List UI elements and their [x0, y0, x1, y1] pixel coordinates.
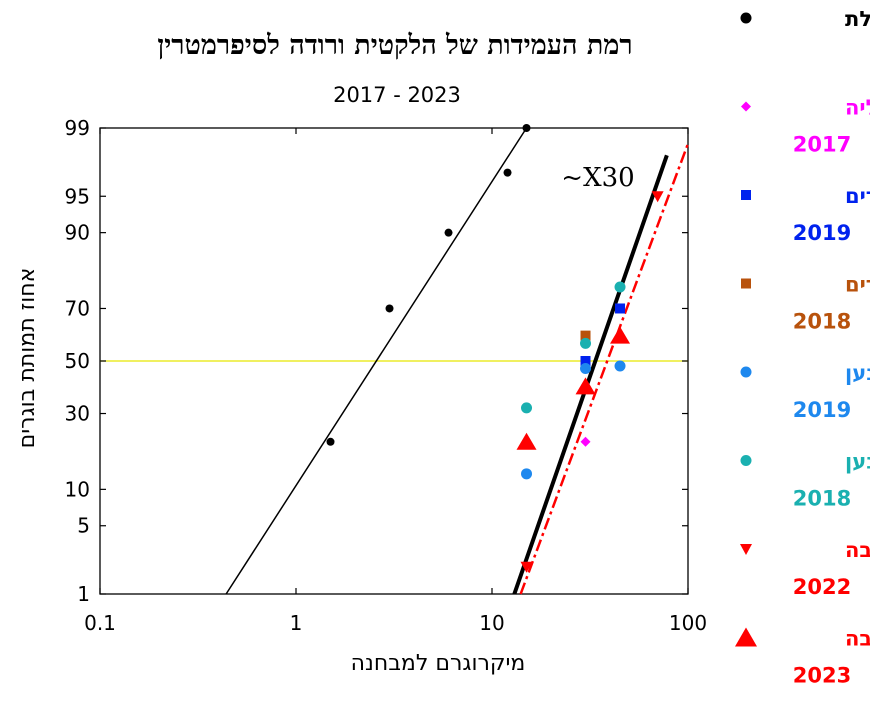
data-point-series-0 [503, 168, 512, 177]
legend-marker-5 [740, 455, 752, 466]
data-point-series-0 [522, 124, 531, 132]
legend-year-6: 2022 [793, 575, 851, 599]
data-point-series-7 [575, 377, 596, 395]
x-tick-label: 1 [290, 611, 303, 635]
legend-label-6: נגבה [845, 538, 870, 562]
legend-label-0: גילת [845, 7, 870, 31]
legend-marker-3 [741, 278, 751, 289]
fit-line-series-0 [225, 127, 528, 595]
y-tick-label: 95 [65, 184, 90, 208]
data-point-series-5 [580, 337, 592, 349]
legend-label-5: נען [845, 450, 870, 474]
data-point-series-0 [385, 304, 394, 313]
y-tick-label: 70 [65, 296, 90, 320]
legend-marker-2 [741, 190, 751, 200]
x-tick-label: 10 [479, 611, 504, 635]
legend-year-1: 2017 [793, 133, 851, 157]
legend-label-7: נגבה [845, 627, 870, 651]
data-point-series-4 [614, 360, 626, 372]
data-point-series-6 [520, 561, 533, 573]
legend-year-4: 2019 [793, 398, 851, 422]
data-point-series-2 [580, 356, 591, 366]
data-point-series-4 [521, 468, 533, 480]
data-point-series-3 [580, 330, 591, 341]
data-point-series-6 [651, 191, 664, 203]
legend-label-4: נען [845, 361, 870, 385]
data-point-series-5 [521, 402, 533, 414]
x-tick-label: 0.1 [84, 611, 116, 635]
legend-marker-4 [740, 366, 752, 378]
legend-marker-0 [740, 12, 752, 24]
legend-label-3: רבדים [845, 273, 870, 297]
y-tick-label: 90 [65, 221, 90, 245]
legend-year-2: 2019 [793, 221, 851, 245]
x-axis-label: מיקרוגרם למבחנה [351, 651, 526, 676]
y-tick-label: 10 [65, 477, 90, 501]
fit-line-bold-0 [512, 154, 669, 595]
data-point-series-7 [610, 326, 631, 344]
data-point-series-0 [444, 228, 453, 237]
data-point-series-0 [326, 437, 335, 446]
data-point-series-5 [614, 281, 626, 293]
x-tick-label: 100 [669, 611, 707, 635]
y-tick-label: 50 [65, 349, 90, 373]
legend-year-3: 2018 [793, 310, 851, 334]
data-point-series-7 [516, 432, 537, 450]
y-tick-label: 99 [65, 116, 90, 140]
y-tick-label: 5 [77, 514, 90, 538]
legend-year-7: 2023 [793, 664, 851, 688]
legend-marker-7 [735, 627, 757, 647]
chart-subtitle: 2017 - 2023 [333, 83, 461, 107]
y-tick-label: 30 [65, 402, 90, 426]
legend-marker-6 [740, 544, 752, 555]
legend-label-1: דליה [845, 96, 870, 120]
legend-year-5: 2018 [793, 487, 851, 511]
data-point-series-1 [580, 436, 591, 447]
legend-marker-1 [741, 101, 751, 112]
chart-title: רמת העמידות של הלקטית ורודה לסיפרמטרין [157, 30, 632, 61]
data-point-series-4 [580, 363, 592, 375]
resistance-ratio-annotation: ~X30 [561, 163, 634, 193]
legend-label-2: רבדים [845, 184, 870, 208]
data-point-series-2 [615, 303, 626, 314]
y-tick-label: 1 [77, 582, 90, 606]
fit-line-series-6 [519, 143, 690, 595]
y-axis-label: אחוז תמותת בוגרים [15, 268, 40, 449]
